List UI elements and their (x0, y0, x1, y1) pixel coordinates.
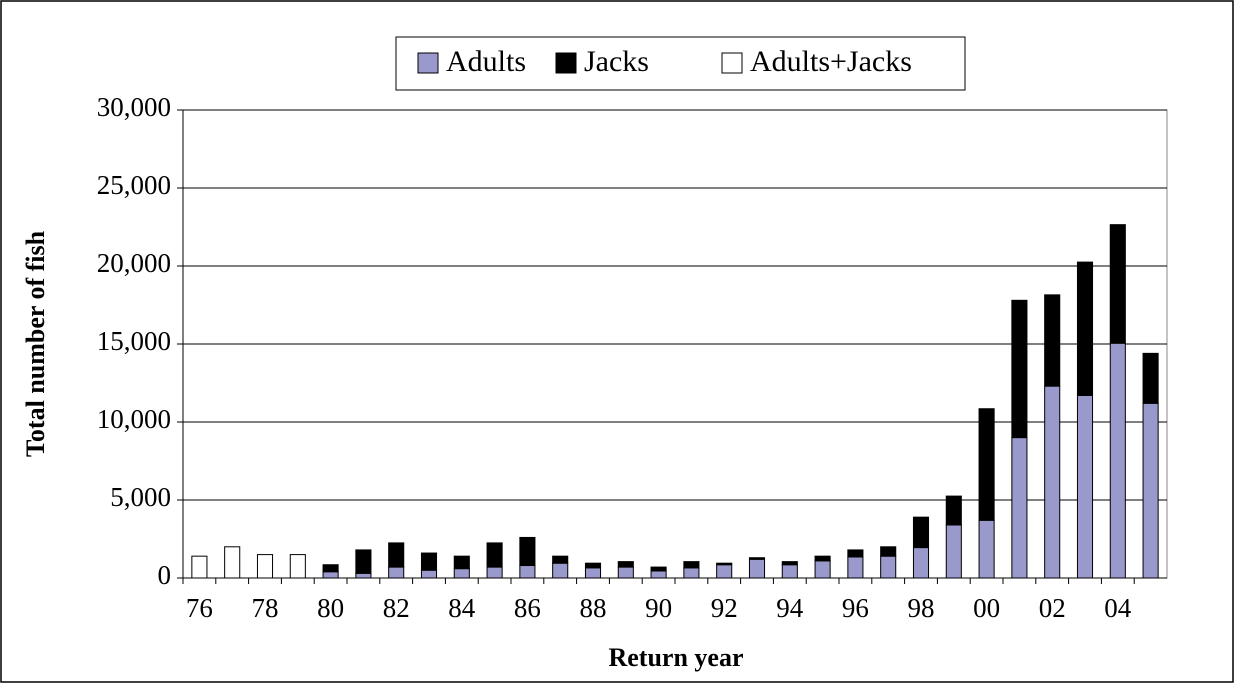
bar-segment (224, 546, 241, 579)
bar-segment (912, 547, 930, 579)
x-tick-label: 98 (908, 593, 935, 623)
x-tick-label: 92 (711, 593, 738, 623)
bar-segment (945, 524, 962, 579)
bar-segment (1011, 437, 1028, 579)
bar-segment (519, 565, 536, 579)
x-tick-label: 82 (383, 593, 410, 623)
bar-segment (322, 571, 339, 579)
bar-segment (420, 569, 438, 579)
bar-segment (716, 564, 733, 579)
bar-segment (1011, 299, 1028, 439)
bar-segment (1044, 294, 1061, 387)
y-tick-label: 5,000 (110, 482, 171, 512)
bar-segment (1109, 224, 1126, 344)
bar-segment (880, 546, 897, 557)
bar-segment (683, 567, 700, 579)
x-tick-label: 84 (448, 593, 476, 623)
bar-segment (781, 564, 798, 579)
bar-segment (781, 561, 798, 566)
bar-segment (552, 562, 569, 579)
y-tick-label: 15,000 (97, 326, 171, 356)
bar-segment (617, 566, 634, 579)
y-tick-label: 30,000 (97, 92, 171, 122)
bar-segment (486, 566, 503, 579)
bar-segment (388, 566, 405, 579)
legend-box (395, 36, 966, 91)
bar-segment (486, 542, 503, 568)
bar-segment (617, 561, 634, 568)
bar-segment (1142, 402, 1159, 579)
bar-segment (978, 408, 995, 521)
bar-segment (650, 566, 667, 572)
y-tick-label: 25,000 (97, 170, 171, 200)
bar-segment (978, 519, 995, 579)
bar-segment (256, 554, 274, 579)
bar-segment (1142, 352, 1159, 404)
y-axis-title: Total number of fish (21, 230, 50, 457)
legend-swatch (417, 52, 439, 74)
bar-segment (584, 562, 602, 569)
bar-segment (289, 554, 306, 579)
y-tick-label: 0 (158, 560, 172, 590)
bar-segment (814, 560, 831, 579)
bar-segment (650, 570, 667, 579)
x-tick-label: 80 (317, 593, 344, 623)
bar-segment (519, 536, 536, 567)
x-tick-label: 00 (973, 593, 1000, 623)
x-tick-label: 96 (842, 593, 869, 623)
bar-segment (847, 556, 864, 579)
x-axis-title: Return year (608, 643, 743, 672)
bar-segment (322, 564, 339, 573)
bar-segment (355, 549, 372, 574)
bar-segment (880, 555, 897, 579)
bar-segment (945, 495, 962, 526)
x-tick-label: 04 (1104, 593, 1132, 623)
bar-segment (453, 555, 470, 570)
legend-label: Adults+Jacks (750, 45, 912, 78)
bar-segment (716, 562, 733, 566)
bar-segment (355, 572, 372, 579)
x-tick-label: 90 (645, 593, 672, 623)
bar-segment (847, 549, 864, 558)
bar-segment (1076, 394, 1094, 579)
x-tick-label: 94 (776, 593, 804, 623)
bar-segment (388, 542, 405, 568)
legend-label: Adults (446, 45, 526, 78)
bar-segment (420, 552, 438, 571)
bar-segment (453, 568, 470, 579)
bar-segment (1109, 342, 1126, 579)
y-tick-label: 20,000 (97, 248, 171, 278)
x-tick-label: 78 (252, 593, 279, 623)
bar-segment (1044, 385, 1061, 579)
legend-swatch (555, 52, 577, 74)
bar-segment (912, 516, 930, 549)
x-tick-label: 76 (186, 593, 213, 623)
bar-segment (814, 555, 831, 562)
bar-segment (748, 557, 766, 560)
x-tick-label: 88 (580, 593, 607, 623)
x-tick-label: 02 (1039, 593, 1066, 623)
x-tick-label: 86 (514, 593, 541, 623)
bar-segment (584, 567, 602, 579)
bar-segment (683, 561, 700, 569)
bar-segment (748, 558, 766, 579)
bar-segment (191, 555, 208, 579)
y-tick-label: 10,000 (97, 404, 171, 434)
bar-segment (552, 555, 569, 564)
legend-swatch (721, 52, 743, 74)
bar-segment (1076, 261, 1094, 396)
legend-label: Jacks (584, 45, 649, 78)
